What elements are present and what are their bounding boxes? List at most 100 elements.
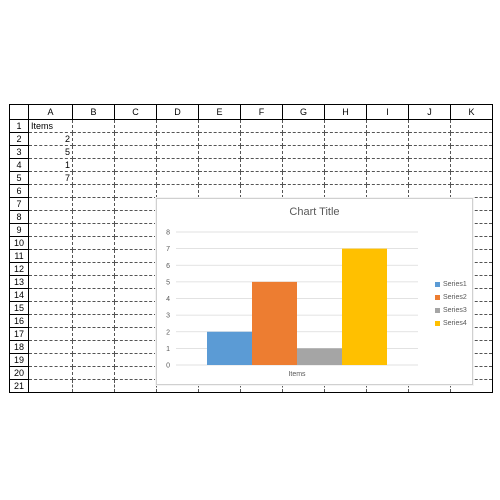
select-all-corner[interactable] [9, 104, 29, 120]
cell-h3[interactable] [324, 145, 367, 159]
cell-a13[interactable] [28, 275, 73, 289]
cell-j4[interactable] [408, 158, 451, 172]
cell-g1[interactable] [282, 119, 325, 133]
cell-b19[interactable] [72, 353, 115, 367]
cell-a4[interactable]: 1 [28, 158, 73, 172]
cell-i6[interactable] [366, 184, 409, 198]
cell-d2[interactable] [156, 132, 199, 146]
cell-f1[interactable] [240, 119, 283, 133]
cell-c4[interactable] [114, 158, 157, 172]
cell-h1[interactable] [324, 119, 367, 133]
cell-b3[interactable] [72, 145, 115, 159]
column-header-e[interactable]: E [198, 104, 241, 120]
column-header-g[interactable]: G [282, 104, 325, 120]
cell-g6[interactable] [282, 184, 325, 198]
cell-a10[interactable] [28, 236, 73, 250]
column-header-f[interactable]: F [240, 104, 283, 120]
cell-b7[interactable] [72, 197, 115, 211]
row-header-8[interactable]: 8 [9, 210, 29, 224]
cell-k6[interactable] [450, 184, 493, 198]
cell-h4[interactable] [324, 158, 367, 172]
row-header-3[interactable]: 3 [9, 145, 29, 159]
cell-g2[interactable] [282, 132, 325, 146]
cell-c1[interactable] [114, 119, 157, 133]
legend-item-series3[interactable]: Series3 [435, 304, 467, 317]
cell-b2[interactable] [72, 132, 115, 146]
cell-i4[interactable] [366, 158, 409, 172]
cell-b16[interactable] [72, 314, 115, 328]
cell-b20[interactable] [72, 366, 115, 380]
cell-c15[interactable] [114, 301, 157, 315]
cell-d4[interactable] [156, 158, 199, 172]
cell-h5[interactable] [324, 171, 367, 185]
chart-object[interactable]: Chart Title 0 1 2 3 4 5 6 7 8 Items Series1 Series… [156, 198, 473, 385]
cell-b14[interactable] [72, 288, 115, 302]
cell-c12[interactable] [114, 262, 157, 276]
row-header-2[interactable]: 2 [9, 132, 29, 146]
cell-c7[interactable] [114, 197, 157, 211]
bar-series2[interactable] [252, 281, 297, 365]
cell-a20[interactable] [28, 366, 73, 380]
cell-i1[interactable] [366, 119, 409, 133]
cell-b8[interactable] [72, 210, 115, 224]
row-header-11[interactable]: 11 [9, 249, 29, 263]
column-header-c[interactable]: C [114, 104, 157, 120]
cell-c10[interactable] [114, 236, 157, 250]
cell-i3[interactable] [366, 145, 409, 159]
cell-f6[interactable] [240, 184, 283, 198]
row-header-6[interactable]: 6 [9, 184, 29, 198]
cell-d1[interactable] [156, 119, 199, 133]
cell-c19[interactable] [114, 353, 157, 367]
cell-a6[interactable] [28, 184, 73, 198]
cell-c2[interactable] [114, 132, 157, 146]
row-header-12[interactable]: 12 [9, 262, 29, 276]
cell-c18[interactable] [114, 340, 157, 354]
cell-a16[interactable] [28, 314, 73, 328]
cell-a9[interactable] [28, 223, 73, 237]
cell-f3[interactable] [240, 145, 283, 159]
column-header-d[interactable]: D [156, 104, 199, 120]
cell-b5[interactable] [72, 171, 115, 185]
row-header-7[interactable]: 7 [9, 197, 29, 211]
cell-a7[interactable] [28, 197, 73, 211]
row-header-15[interactable]: 15 [9, 301, 29, 315]
cell-j6[interactable] [408, 184, 451, 198]
row-header-21[interactable]: 21 [9, 379, 29, 393]
cell-a14[interactable] [28, 288, 73, 302]
cell-e1[interactable] [198, 119, 241, 133]
cell-k5[interactable] [450, 171, 493, 185]
cell-b6[interactable] [72, 184, 115, 198]
cell-i5[interactable] [366, 171, 409, 185]
cell-b15[interactable] [72, 301, 115, 315]
cell-b12[interactable] [72, 262, 115, 276]
cell-b18[interactable] [72, 340, 115, 354]
row-header-4[interactable]: 4 [9, 158, 29, 172]
cell-a5[interactable]: 7 [28, 171, 73, 185]
cell-a17[interactable] [28, 327, 73, 341]
cell-e3[interactable] [198, 145, 241, 159]
cell-g3[interactable] [282, 145, 325, 159]
cell-a8[interactable] [28, 210, 73, 224]
cell-k4[interactable] [450, 158, 493, 172]
column-header-b[interactable]: B [72, 104, 115, 120]
cell-f4[interactable] [240, 158, 283, 172]
cell-e5[interactable] [198, 171, 241, 185]
row-header-16[interactable]: 16 [9, 314, 29, 328]
cell-h6[interactable] [324, 184, 367, 198]
cell-b13[interactable] [72, 275, 115, 289]
cell-g5[interactable] [282, 171, 325, 185]
column-header-k[interactable]: K [450, 104, 493, 120]
legend-item-series4[interactable]: Series4 [435, 317, 467, 330]
cell-k3[interactable] [450, 145, 493, 159]
column-header-h[interactable]: H [324, 104, 367, 120]
legend-item-series2[interactable]: Series2 [435, 291, 467, 304]
cell-i2[interactable] [366, 132, 409, 146]
cell-c13[interactable] [114, 275, 157, 289]
cell-a21[interactable] [28, 379, 73, 393]
cell-b11[interactable] [72, 249, 115, 263]
cell-j5[interactable] [408, 171, 451, 185]
row-header-10[interactable]: 10 [9, 236, 29, 250]
row-header-1[interactable]: 1 [9, 119, 29, 133]
cell-j1[interactable] [408, 119, 451, 133]
chart-title[interactable]: Chart Title [289, 206, 340, 218]
